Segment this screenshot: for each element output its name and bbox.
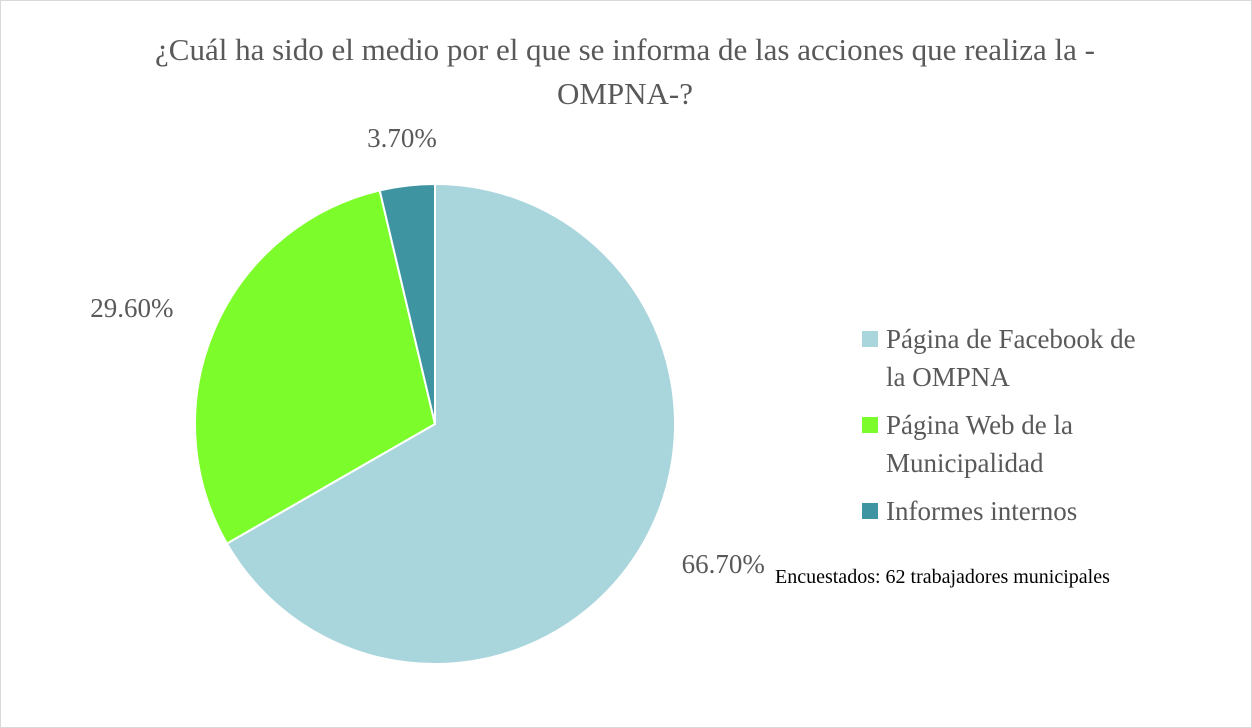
data-label: 29.60% — [90, 293, 173, 323]
legend-label: Página de Facebook de la OMPNA — [886, 324, 1136, 392]
legend-swatch — [862, 417, 878, 433]
chart-title: ¿Cuál ha sido el medio por el que se inf… — [155, 32, 1095, 111]
pie-slice — [194, 189, 437, 545]
legend-swatch — [862, 503, 878, 519]
legend: Página de Facebook de la OMPNA Página Web… — [862, 320, 1152, 540]
legend-item: Página de Facebook de la OMPNA — [862, 320, 1152, 396]
annotation: Encuestados: 62 trabajadores municipales — [775, 566, 1110, 588]
pie-slice — [378, 182, 436, 425]
legend-swatch — [862, 331, 878, 347]
legend-item: Página Web de la Municipalidad — [862, 406, 1152, 482]
data-label: 3.70% — [367, 123, 437, 153]
pie-slice — [225, 182, 676, 665]
legend-label: Informes internos — [886, 496, 1078, 526]
legend-label: Página Web de la Municipalidad — [886, 410, 1074, 478]
data-label: 66.70% — [682, 549, 765, 579]
legend-item: Informes internos — [862, 492, 1152, 530]
